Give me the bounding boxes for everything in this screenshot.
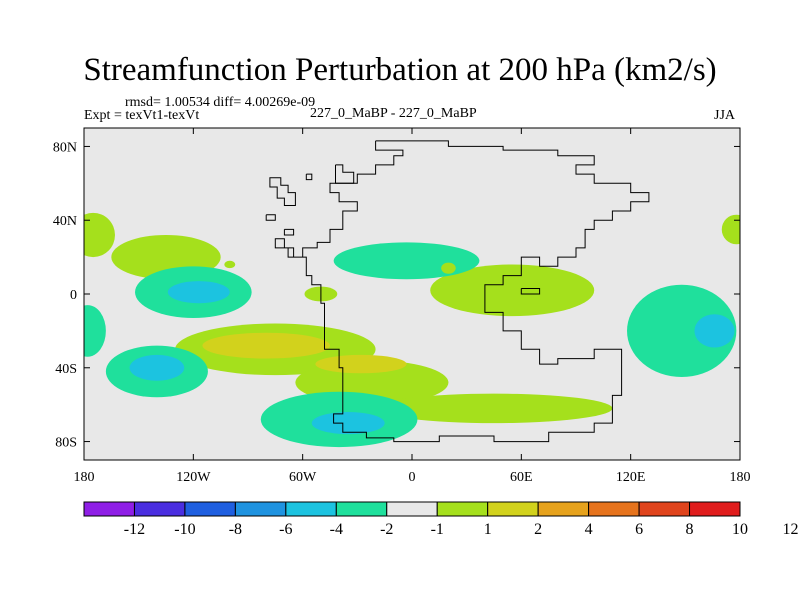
contour-region	[694, 314, 735, 348]
contour-region	[627, 284, 737, 377]
colorbar-box	[234, 501, 287, 517]
colorbar-label: -8	[229, 521, 242, 538]
contour-region	[315, 354, 407, 374]
colorbar-box	[689, 501, 741, 517]
contour-region	[202, 332, 330, 359]
colorbar-box	[436, 501, 489, 517]
colorbar-label: 6	[635, 521, 643, 538]
colorbar-label: 10	[732, 521, 748, 538]
colorbar-box	[537, 501, 590, 517]
season-label: JJA	[714, 108, 736, 123]
colorbar-box	[83, 501, 135, 517]
colorbar-label: -6	[279, 521, 292, 538]
coastline	[283, 228, 295, 236]
y-tick-label: 40N	[53, 214, 77, 229]
y-tick-label: 40S	[55, 362, 77, 377]
colorbar-box	[285, 501, 337, 517]
x-tick-label: 60W	[289, 470, 317, 485]
coastline	[274, 140, 650, 443]
x-tick-label: 180	[74, 470, 95, 485]
colorbar-label: 2	[534, 521, 542, 538]
coastline	[335, 164, 355, 184]
contour-region	[167, 281, 230, 304]
coastline	[305, 173, 313, 181]
contour-region	[311, 412, 385, 435]
x-tick-label: 180	[730, 470, 751, 485]
colorbar: -12 -10 -8 -6 -4 -2 -1 1 2 4 6 8 10 12	[83, 501, 798, 538]
colorbar-label: 1	[484, 521, 492, 538]
contour-region	[84, 212, 115, 258]
contour-fill-layer	[84, 212, 740, 448]
colorbar-box	[588, 501, 640, 517]
contour-region	[721, 214, 740, 245]
colorbar-label: -1	[431, 521, 444, 538]
colorbar-label: -2	[380, 521, 393, 538]
contour-region	[333, 242, 480, 280]
contour-region	[441, 262, 456, 274]
colorbar-label: 12	[782, 521, 798, 538]
y-tick-label: 0	[70, 288, 77, 303]
x-tick-label: 120E	[616, 470, 646, 485]
colorbar-label: -10	[174, 521, 195, 538]
contour-region	[430, 264, 595, 317]
colorbar-label: -12	[124, 521, 145, 538]
colorbar-box	[487, 501, 539, 517]
axis-ticks: 180 120W 60W 0 60E 120E 180 80N 40N 0 40S 80S	[53, 128, 751, 485]
coastline-layer	[265, 140, 650, 443]
colorbar-label: -4	[330, 521, 343, 538]
colorbar-label: 8	[686, 521, 694, 538]
colorbar-box	[133, 501, 186, 517]
contour-region	[129, 354, 185, 381]
rmsd-diff-text: rmsd= 1.00534 diff= 4.00269e-09	[125, 95, 316, 110]
contour-region	[224, 260, 236, 269]
coastline	[265, 214, 276, 221]
x-tick-label: 120W	[176, 470, 211, 485]
y-tick-label: 80S	[55, 436, 77, 451]
experiment-label: Expt = texVt1-texVt	[84, 108, 200, 123]
colorbar-label: 4	[585, 521, 593, 538]
colorbar-box	[335, 501, 388, 517]
contour-region	[84, 305, 106, 357]
coastline	[269, 177, 296, 206]
colorbar-box	[184, 501, 236, 517]
colorbar-box	[638, 501, 691, 517]
coastline	[520, 288, 541, 295]
x-tick-label: 0	[409, 470, 416, 485]
contour-region	[375, 393, 613, 424]
colorbar-box	[386, 501, 438, 517]
plot-title: Streamfunction Perturbation at 200 hPa (…	[83, 52, 717, 88]
case-label: 227_0_MaBP - 227_0_MaBP	[310, 106, 477, 121]
y-tick-label: 80N	[53, 140, 77, 155]
x-tick-label: 60E	[510, 470, 533, 485]
